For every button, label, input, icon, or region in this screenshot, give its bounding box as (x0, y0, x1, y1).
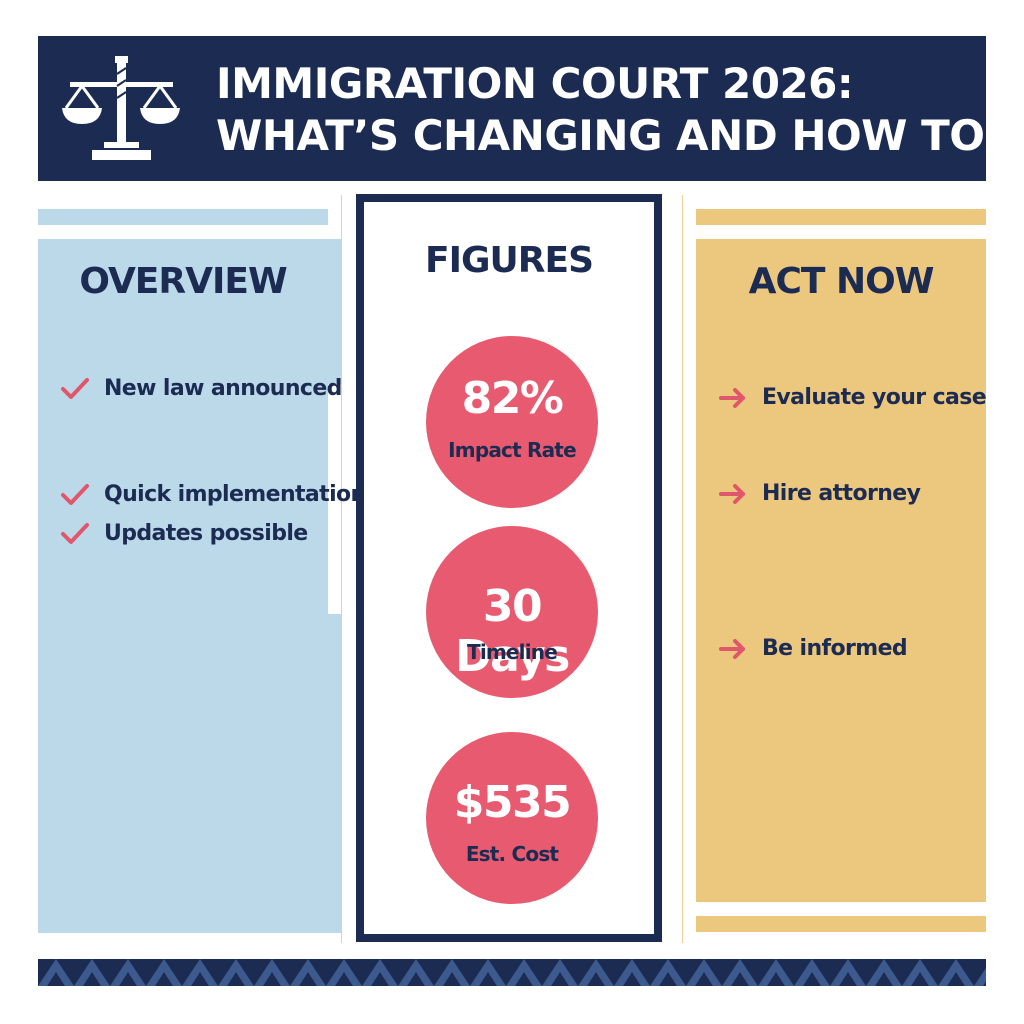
act-now-frame (682, 195, 987, 943)
checkmark-icon (61, 522, 89, 544)
act-now-item: Be informed (718, 636, 908, 661)
act-now-item-label: Hire attorney (762, 481, 921, 506)
overview-item-label: Quick implementation (104, 482, 366, 507)
arrow-right-icon (719, 638, 745, 659)
arrow-right-icon (719, 483, 745, 504)
title-line-1: IMMIGRATION COURT 2026: (216, 59, 854, 108)
stat-circle: 30 Days Timeline (426, 526, 598, 698)
stat-label: Impact Rate (448, 438, 577, 462)
act-now-bottom-strip (696, 916, 986, 932)
figures-heading: FIGURES (424, 240, 594, 281)
stat-circle: $535 Est. Cost (426, 732, 598, 904)
act-now-item: Hire attorney (718, 481, 921, 506)
page-title: IMMIGRATION COURT 2026: WHAT’S CHANGING … (216, 58, 985, 162)
act-now-item-label: Be informed (762, 636, 908, 661)
overview-item: Updates possible (60, 521, 308, 546)
arrow-right-icon (719, 387, 745, 408)
header-banner: IMMIGRATION COURT 2026: WHAT’S CHANGING … (38, 36, 986, 181)
stat-label: Timeline (466, 640, 558, 664)
diamond-pattern (38, 959, 986, 986)
overview-notch-top (328, 239, 342, 384)
overview-item-label: Updates possible (104, 521, 308, 546)
act-now-heading: ACT NOW (748, 261, 935, 302)
overview-item-label: New law announced (104, 376, 342, 401)
stat-value: $535 (453, 777, 572, 828)
checkmark-icon (61, 483, 89, 505)
overview-frame (38, 195, 342, 943)
stat-label: Est. Cost (465, 842, 559, 866)
overview-notch-bottom (328, 614, 342, 933)
overview-item: New law announced (60, 376, 342, 401)
overview-heading: OVERVIEW (79, 261, 287, 302)
overview-item: Quick implementation (60, 482, 366, 507)
figures-panel: FIGURES 82% Impact Rate 30 Days Timeline… (356, 194, 662, 942)
act-now-panel: ACT NOW Evaluate your case Hire attorney… (696, 239, 987, 902)
act-now-item: Evaluate your case (718, 385, 987, 410)
overview-panel: OVERVIEW New law announced Quick impleme… (38, 239, 366, 933)
title-line-2: WHAT’S CHANGING AND HOW TO (216, 111, 985, 160)
scales-of-justice-icon (62, 56, 180, 160)
overview-top-strip (38, 209, 328, 225)
act-now-item-label: Evaluate your case (762, 385, 987, 410)
stat-value: 30 Days (455, 581, 570, 682)
checkmark-icon (61, 377, 89, 399)
stat-circle: 82% Impact Rate (426, 336, 598, 508)
stat-value: 82% (461, 373, 564, 424)
footer-band (38, 959, 986, 986)
act-now-top-strip (696, 209, 986, 225)
